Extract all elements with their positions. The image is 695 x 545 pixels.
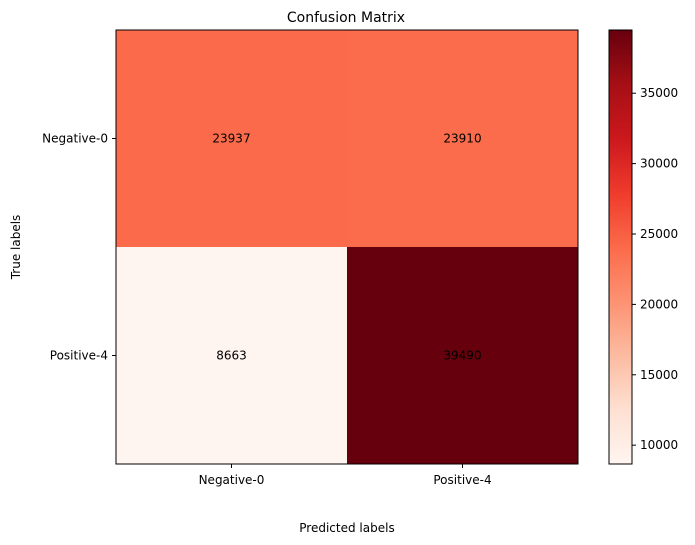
y-tick-label: Positive-4	[50, 349, 108, 363]
colorbar-tick-label: 30000	[640, 157, 678, 171]
colorbar-tick-label: 35000	[640, 86, 678, 100]
heatmap-cell	[347, 247, 579, 465]
x-axis-label: Predicted labels	[299, 521, 394, 535]
cell-value-label: 39490	[443, 349, 481, 363]
heatmap-cell	[116, 247, 348, 465]
y-tick-label: Negative-0	[42, 132, 108, 146]
colorbar-tick-label: 25000	[640, 227, 678, 241]
heatmap-cell	[116, 30, 348, 248]
cell-value-label: 23937	[212, 132, 250, 146]
cell-value-label: 8663	[216, 349, 247, 363]
plot-frame	[115, 29, 579, 465]
y-axis-label: True labels	[9, 215, 23, 281]
x-axis-ticks: Negative-0 Positive-4	[199, 464, 492, 487]
heatmap-cells: 23937 23910 8663 39490	[116, 30, 579, 465]
colorbar-tick-label: 15000	[640, 368, 678, 382]
colorbar-tick-label: 10000	[640, 438, 678, 452]
x-tick-label: Positive-4	[433, 473, 491, 487]
colorbar-tick-label: 20000	[640, 297, 678, 311]
cell-value-label: 23910	[443, 132, 481, 146]
colorbar-ticks: 10000 15000 20000 25000 30000 35000	[632, 86, 678, 452]
chart-title: Confusion Matrix	[287, 10, 405, 26]
heatmap-cell	[347, 30, 579, 248]
x-tick-label: Negative-0	[199, 473, 265, 487]
y-axis-ticks: Negative-0 Positive-4	[42, 132, 116, 363]
colorbar	[608, 29, 633, 465]
